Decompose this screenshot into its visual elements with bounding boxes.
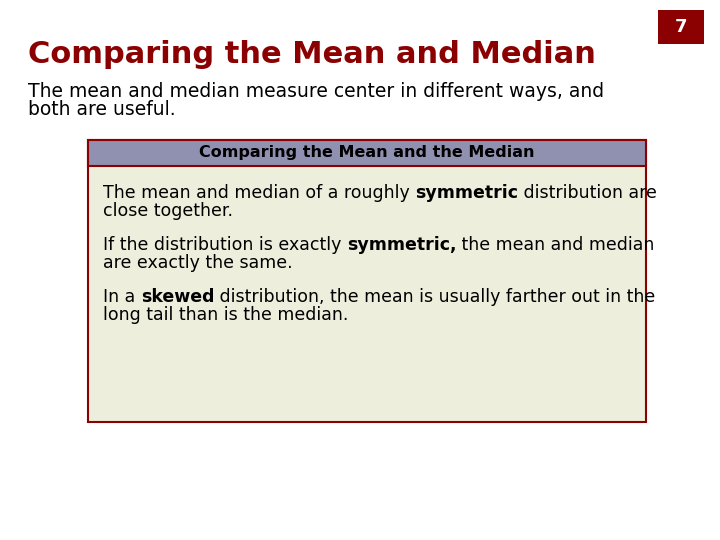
Text: skewed: skewed — [140, 288, 215, 306]
Bar — [88, 140, 646, 422]
Text: Comparing the Mean and Median: Comparing the Mean and Median — [28, 40, 596, 69]
Bar — [658, 10, 704, 44]
Text: 7: 7 — [675, 18, 688, 36]
Text: long tail than is the median.: long tail than is the median. — [103, 306, 348, 324]
Bar — [88, 140, 646, 166]
Text: If the distribution is exactly: If the distribution is exactly — [103, 236, 347, 254]
Text: The mean and median of a roughly: The mean and median of a roughly — [103, 184, 415, 202]
Text: In a: In a — [103, 288, 140, 306]
Text: are exactly the same.: are exactly the same. — [103, 254, 292, 272]
Text: The mean and median measure center in different ways, and: The mean and median measure center in di… — [28, 82, 604, 101]
Text: both are useful.: both are useful. — [28, 100, 176, 119]
Text: Comparing the Mean and the Median: Comparing the Mean and the Median — [199, 145, 535, 160]
Text: close together.: close together. — [103, 202, 233, 220]
Text: the mean and median: the mean and median — [456, 236, 654, 254]
Text: symmetric,: symmetric, — [347, 236, 456, 254]
Text: distribution, the mean is usually farther out in the: distribution, the mean is usually farthe… — [215, 288, 655, 306]
Text: symmetric: symmetric — [415, 184, 518, 202]
Text: distribution are: distribution are — [518, 184, 657, 202]
